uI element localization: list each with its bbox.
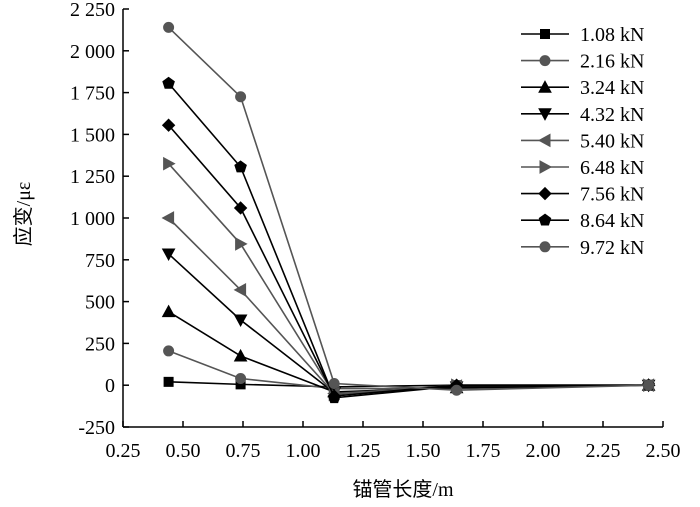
x-tick-label: 1.75: [466, 440, 501, 462]
legend-marker: [538, 80, 552, 93]
y-tick-label: 750: [85, 250, 115, 272]
legend-label: 7.56 kN: [580, 184, 644, 206]
x-axis-title: 锚管长度/m: [352, 478, 454, 501]
legend-marker: [539, 241, 551, 253]
legend-label: 3.24 kN: [580, 77, 644, 99]
data-point: [327, 391, 341, 404]
legend-label: 5.40 kN: [580, 130, 644, 152]
y-tick-label: 1 250: [70, 166, 115, 188]
x-tick-label: 0.75: [226, 440, 261, 462]
y-tick-label: 1 500: [70, 124, 115, 146]
legend-marker: [538, 213, 552, 226]
y-tick-label: 2 000: [70, 41, 115, 63]
data-point: [163, 156, 176, 171]
y-tick-label: 1 750: [70, 83, 115, 105]
legend-marker: [540, 29, 550, 39]
legend-marker: [539, 55, 551, 67]
legend: 1.08 kN 2.16 kN 3.24 kN 4.32 kN 5.40 kN 6.48 …: [521, 24, 644, 259]
y-tick-label: 1 000: [70, 208, 115, 230]
data-point: [233, 283, 247, 297]
y-tick-label: -250: [78, 417, 115, 439]
data-point: [235, 237, 248, 251]
y-axis-ticks: -250 0 250 500 750 1 000 1 250 1 500 1 750 2 000 2…: [70, 0, 129, 439]
data-point: [328, 378, 340, 390]
legend-marker: [538, 186, 552, 201]
y-tick-label: 0: [105, 375, 115, 397]
data-point: [162, 76, 175, 89]
legend-item: 6.48 kN: [521, 157, 644, 179]
data-point: [163, 21, 175, 33]
legend-item: 2.16 kN: [521, 51, 644, 73]
x-tick-label: 1.50: [406, 440, 441, 462]
y-axis-title: 应变/με: [12, 182, 35, 247]
legend-label: 1.08 kN: [580, 24, 644, 46]
legend-label: 2.16 kN: [580, 51, 644, 73]
legend-item: 3.24 kN: [521, 77, 644, 99]
data-point: [234, 160, 247, 173]
data-point: [161, 248, 176, 261]
x-tick-label: 2.50: [646, 440, 681, 462]
legend-item: 1.08 kN: [521, 24, 644, 46]
legend-label: 4.32 kN: [580, 104, 644, 126]
y-tick-label: 500: [85, 292, 115, 314]
data-point: [161, 211, 175, 225]
data-point: [161, 304, 176, 318]
x-tick-label: 2.00: [526, 440, 561, 462]
data-point: [643, 379, 655, 391]
data-point: [451, 384, 463, 396]
data-point: [163, 376, 174, 387]
legend-marker: [538, 108, 552, 121]
legend-item: 7.56 kN: [521, 184, 644, 206]
legend-item: 9.72 kN: [521, 237, 644, 259]
legend-item: 5.40 kN: [521, 130, 644, 152]
legend-item: 8.64 kN: [521, 210, 644, 232]
series-9: [163, 21, 655, 396]
legend-marker: [539, 160, 553, 174]
x-tick-label: 1.25: [346, 440, 381, 462]
data-point: [233, 201, 248, 215]
x-tick-label: 0.50: [166, 440, 201, 462]
y-tick-label: 2 250: [70, 0, 115, 21]
legend-label: 6.48 kN: [580, 157, 644, 179]
x-tick-label: 0.25: [106, 440, 141, 462]
data-point: [233, 348, 248, 362]
legend-item: 4.32 kN: [521, 104, 644, 126]
x-tick-label: 2.25: [586, 440, 621, 462]
x-axis-ticks: 0.25 0.50 0.75 1.00 1.25 1.50 1.75 2.00 2.25 2.50: [106, 421, 681, 462]
y-tick-label: 250: [85, 333, 115, 355]
legend-label: 8.64 kN: [580, 210, 644, 232]
data-point: [235, 91, 247, 103]
data-point: [163, 345, 175, 357]
legend-label: 9.72 kN: [580, 237, 644, 259]
data-point: [235, 373, 247, 385]
legend-marker: [537, 133, 551, 148]
series-lines: [161, 21, 656, 404]
data-point: [233, 314, 248, 328]
x-tick-label: 1.00: [286, 440, 321, 462]
data-point: [161, 118, 176, 132]
